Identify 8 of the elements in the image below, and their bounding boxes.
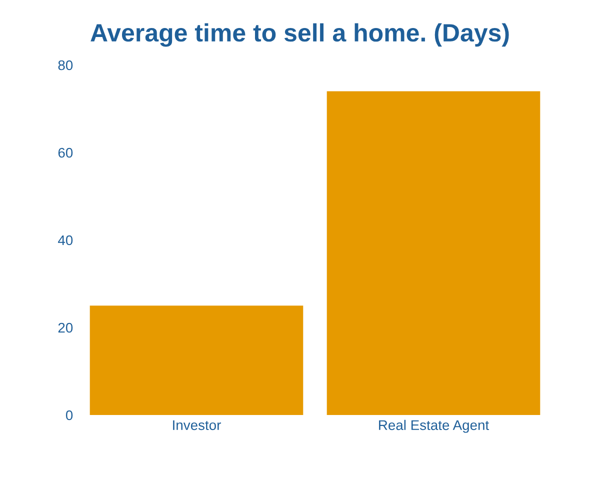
x-tick-label: Investor: [173, 420, 221, 430]
y-tick-label: 40: [58, 235, 73, 246]
chart-title: Average time to sell a home. (Days): [90, 23, 509, 47]
y-tick-label: 80: [58, 60, 73, 70]
x-tick-label: Real Estate Agent: [379, 420, 489, 433]
y-tick-label: 0: [66, 410, 73, 420]
y-tick-label: 20: [58, 322, 73, 333]
y-tick-label: 60: [58, 148, 73, 158]
